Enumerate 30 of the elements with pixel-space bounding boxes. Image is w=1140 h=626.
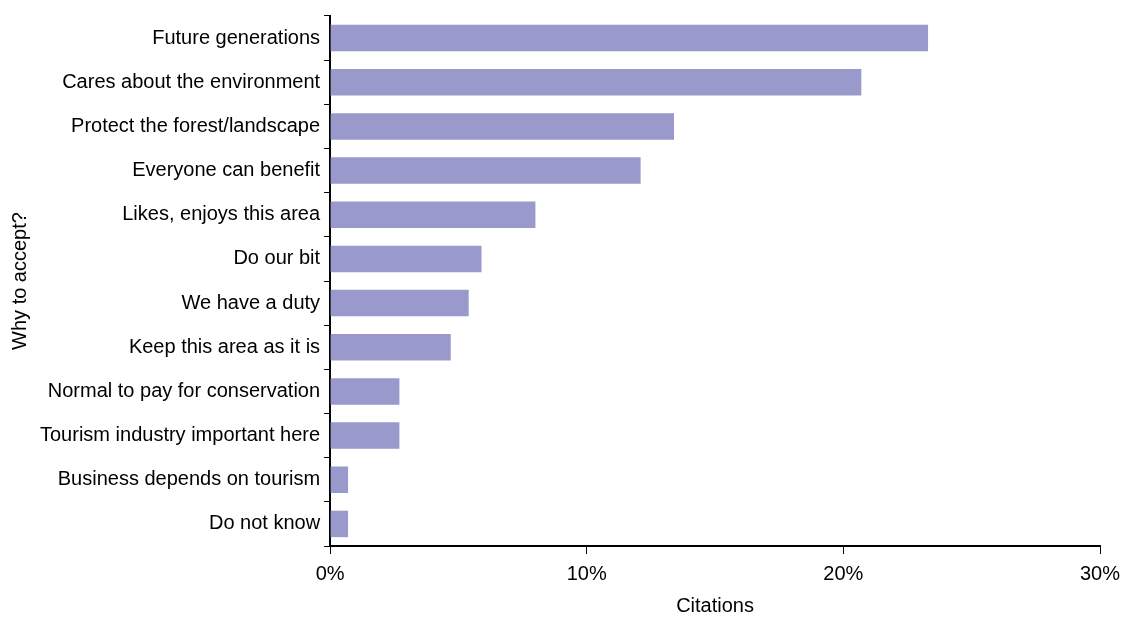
bar [330, 24, 929, 52]
bar [330, 113, 674, 140]
y-tick-label: Do our bit [233, 246, 321, 269]
y-tick-label: Everyone can benefit [132, 158, 321, 181]
bar [330, 201, 536, 228]
bar [330, 289, 469, 317]
y-tick-label: Keep this area as it is [128, 334, 321, 357]
y-tick-label: Business depends on tourism [57, 467, 321, 490]
y-tick-label: Tourism industry important here [40, 423, 321, 446]
y-tick-label: We have a duty [181, 290, 321, 313]
y-tick-label: Likes, enjoys this area [122, 202, 321, 225]
bar [330, 378, 400, 405]
bar [330, 69, 862, 96]
bar [330, 510, 349, 538]
bar [330, 466, 349, 493]
y-tick-label: Cares about the environment [62, 69, 321, 92]
bar [330, 157, 641, 184]
bar [330, 334, 451, 361]
x-tick-label: 10% [566, 561, 607, 584]
y-tick-label: Future generations [152, 25, 321, 48]
y-tick-label: Normal to pay for conservation [47, 378, 321, 401]
y-tick-label: Protect the forest/landscape [71, 113, 321, 136]
y-axis-title: Why to accept? [7, 212, 30, 350]
x-tick-label: 30% [1079, 561, 1121, 584]
bar [330, 422, 400, 449]
x-axis-title: Citations [676, 593, 754, 616]
y-tick-label: Do not know [208, 511, 321, 534]
x-tick-label: 0% [315, 561, 345, 584]
bar [330, 245, 482, 273]
x-tick-label: 20% [823, 561, 864, 584]
